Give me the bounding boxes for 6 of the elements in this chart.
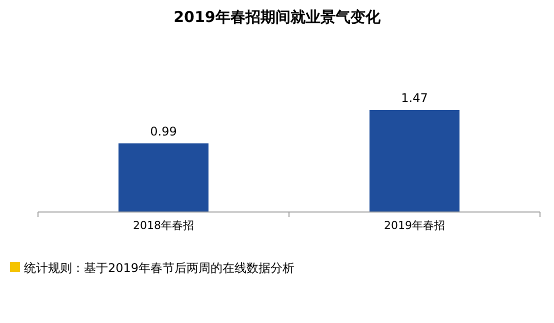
x-tick-label: 2018年春招 [133, 219, 194, 232]
data-label: 0.99 [150, 124, 177, 138]
data-label: 1.47 [401, 91, 428, 105]
chart-title: 2019年春招期间就业景气变化 [174, 8, 382, 26]
text: 统计规则：基于2019年春节后两周的在线数据分析 [24, 261, 295, 275]
x-tick-label: 2019年春招 [384, 219, 445, 232]
